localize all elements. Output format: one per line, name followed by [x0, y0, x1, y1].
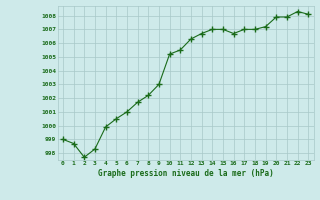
- X-axis label: Graphe pression niveau de la mer (hPa): Graphe pression niveau de la mer (hPa): [98, 169, 274, 178]
